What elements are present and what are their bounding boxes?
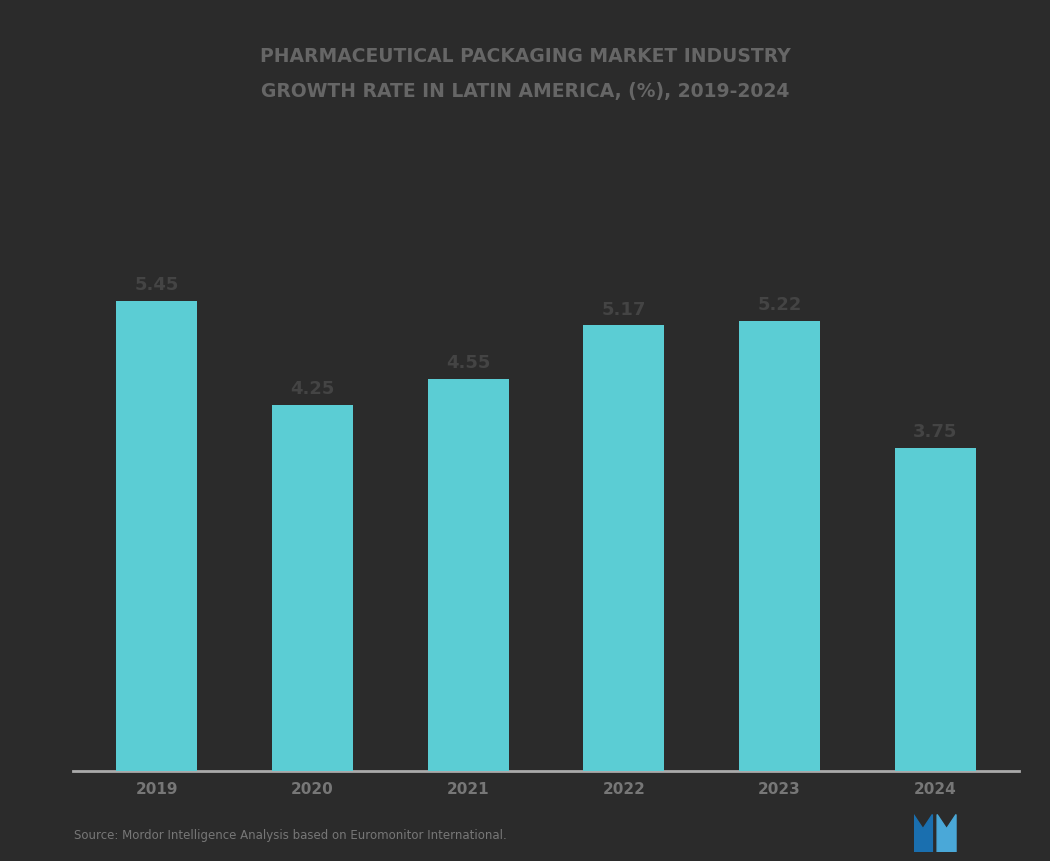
Text: PHARMACEUTICAL PACKAGING MARKET INDUSTRY: PHARMACEUTICAL PACKAGING MARKET INDUSTRY bbox=[259, 47, 791, 66]
Text: 3.75: 3.75 bbox=[912, 423, 958, 441]
Text: 4.25: 4.25 bbox=[291, 380, 335, 398]
Text: 5.45: 5.45 bbox=[134, 276, 180, 294]
Bar bbox=[895, 448, 975, 771]
Text: Source: Mordor Intelligence Analysis based on Euromonitor International.: Source: Mordor Intelligence Analysis bas… bbox=[74, 829, 506, 842]
Bar bbox=[427, 379, 508, 771]
Text: 5.17: 5.17 bbox=[602, 300, 646, 319]
Bar bbox=[272, 405, 353, 771]
Bar bbox=[117, 301, 197, 771]
Bar bbox=[739, 321, 820, 771]
Text: 4.55: 4.55 bbox=[446, 354, 490, 372]
Text: 5.22: 5.22 bbox=[757, 296, 801, 314]
Bar bbox=[584, 325, 665, 771]
Polygon shape bbox=[937, 815, 956, 852]
Text: GROWTH RATE IN LATIN AMERICA, (%), 2019-2024: GROWTH RATE IN LATIN AMERICA, (%), 2019-… bbox=[260, 82, 790, 101]
Polygon shape bbox=[914, 815, 932, 852]
